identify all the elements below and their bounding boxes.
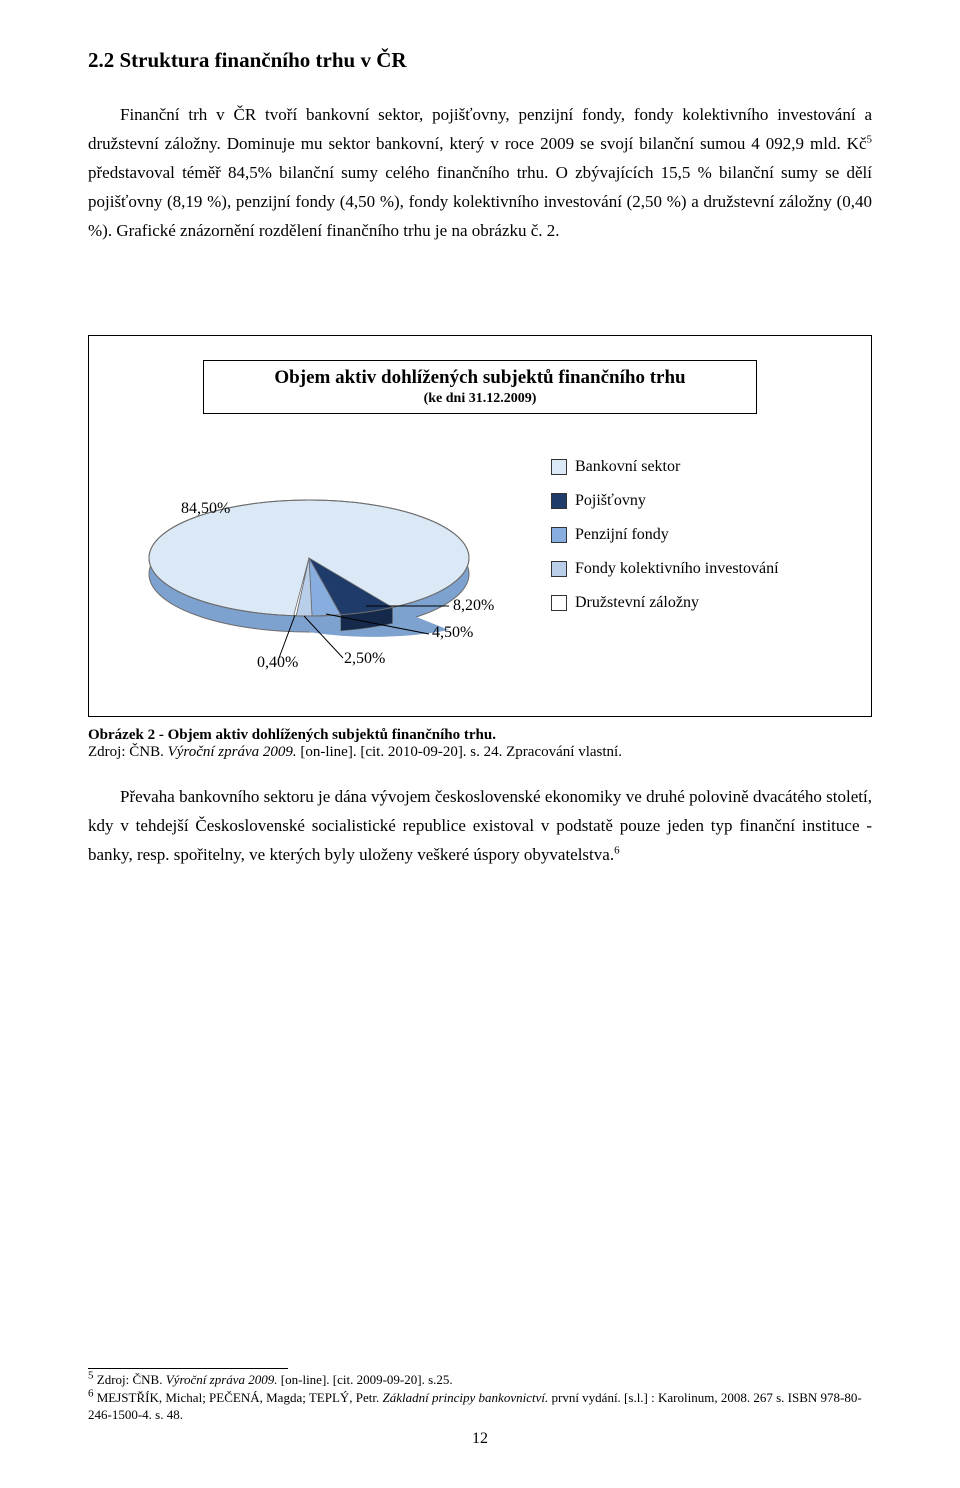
legend-swatch [551, 459, 567, 475]
chart-container: Objem aktiv dohlížených subjektů finančn… [88, 335, 872, 717]
figure-source-b: [on-line]. [cit. 2010-09-20]. s. 24. Zpr… [297, 744, 622, 760]
footnote-ref-5: 5 [867, 133, 873, 145]
legend-label: Družstevní záložny [575, 594, 699, 612]
footnote-ref-6: 6 [614, 845, 620, 857]
pie-label-pens: 4,50% [432, 624, 473, 642]
chart-title-box: Objem aktiv dohlížených subjektů finančn… [203, 360, 757, 414]
footnotes: 5 Zdroj: ČNB. Výroční zpráva 2009. [on-l… [88, 1371, 872, 1424]
paragraph-1-b: představoval téměř 84,5% bilanční sumy c… [88, 163, 872, 240]
chart-subtitle: (ke dni 31.12.2009) [220, 391, 740, 407]
figure-caption: Obrázek 2 - Objem aktiv dohlížených subj… [88, 727, 872, 744]
legend-label: Fondy kolektivního investování [575, 560, 779, 578]
legend-item: Pojišťovny [551, 492, 851, 510]
legend-item: Fondy kolektivního investování [551, 560, 851, 578]
figure-caption-bold: Obrázek 2 - Objem aktiv dohlížených subj… [88, 727, 496, 743]
footnote-6: 6 MEJSTŘÍK, Michal; PEČENÁ, Magda; TEPLÝ… [88, 1389, 872, 1424]
paragraph-1-a: Finanční trh v ČR tvoří bankovní sektor,… [88, 105, 872, 153]
section-heading: 2.2 Struktura finančního trhu v ČR [88, 48, 872, 73]
pie-label-bank: 84,50% [181, 500, 230, 518]
legend-swatch [551, 493, 567, 509]
legend-item: Družstevní záložny [551, 594, 851, 612]
legend-item: Penzijní fondy [551, 526, 851, 544]
legend-item: Bankovní sektor [551, 458, 851, 476]
footnote-5: 5 Zdroj: ČNB. Výroční zpráva 2009. [on-l… [88, 1371, 872, 1389]
legend-label: Penzijní fondy [575, 526, 669, 544]
footnote-text-a: MEJSTŘÍK, Michal; PEČENÁ, Magda; TEPLÝ, … [94, 1390, 383, 1405]
pie-label-fki: 2,50% [344, 650, 385, 668]
figure-source: Zdroj: ČNB. Výroční zpráva 2009. [on-lin… [88, 744, 872, 761]
page-number: 12 [88, 1430, 872, 1448]
footnote-rule [88, 1368, 288, 1369]
footnote-text-b: [on-line]. [cit. 2009-09-20]. s.25. [278, 1372, 453, 1387]
figure-source-a: Zdroj: ČNB. [88, 744, 168, 760]
footnote-text-it: Základní principy bankovnictví. [383, 1390, 549, 1405]
legend-swatch [551, 595, 567, 611]
legend-label: Pojišťovny [575, 492, 646, 510]
pie-label-ins: 8,20% [453, 597, 494, 615]
pie-label-dz: 0,40% [257, 654, 298, 672]
paragraph-2: Převaha bankovního sektoru je dána vývoj… [88, 783, 872, 870]
pie-svg [109, 458, 539, 688]
paragraph-1: Finanční trh v ČR tvoří bankovní sektor,… [88, 101, 872, 245]
legend-swatch [551, 561, 567, 577]
legend-label: Bankovní sektor [575, 458, 680, 476]
paragraph-2-a: Převaha bankovního sektoru je dána vývoj… [88, 787, 872, 864]
footnote-text-it: Výroční zpráva 2009. [166, 1372, 278, 1387]
figure-source-italic: Výroční zpráva 2009. [168, 744, 297, 760]
footnote-text-a: Zdroj: ČNB. [94, 1372, 166, 1387]
chart-title: Objem aktiv dohlížených subjektů finančn… [220, 367, 740, 389]
legend-swatch [551, 527, 567, 543]
chart-legend: Bankovní sektor Pojišťovny Penzijní fond… [539, 458, 851, 628]
pie-chart: 84,50% 8,20% 4,50% 2,50% 0,40% [109, 458, 539, 688]
